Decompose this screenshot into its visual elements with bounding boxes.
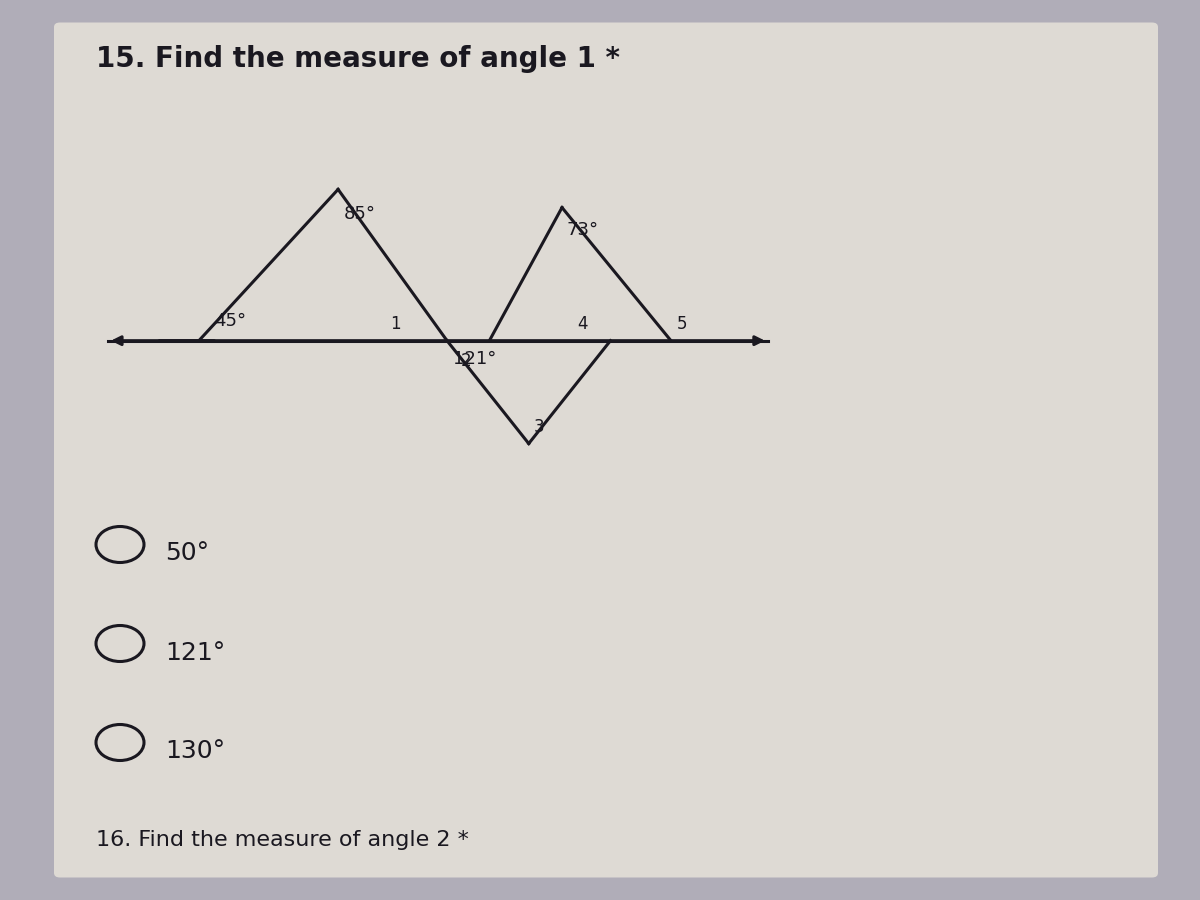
Text: 4: 4 — [577, 315, 588, 333]
Text: 1: 1 — [390, 315, 401, 333]
Text: 121°: 121° — [454, 350, 497, 368]
Text: 15. Find the measure of angle 1 *: 15. Find the measure of angle 1 * — [96, 45, 620, 73]
Text: 121°: 121° — [166, 641, 226, 664]
Text: 2: 2 — [461, 352, 470, 370]
Text: 50°: 50° — [166, 542, 210, 565]
Text: 5: 5 — [677, 315, 688, 333]
Text: 130°: 130° — [166, 740, 226, 763]
Text: 73°: 73° — [566, 220, 599, 238]
Text: 45°: 45° — [214, 311, 246, 329]
Text: 16. Find the measure of angle 2 *: 16. Find the measure of angle 2 * — [96, 831, 469, 850]
Text: 3: 3 — [534, 418, 544, 436]
Text: 85°: 85° — [344, 204, 376, 222]
